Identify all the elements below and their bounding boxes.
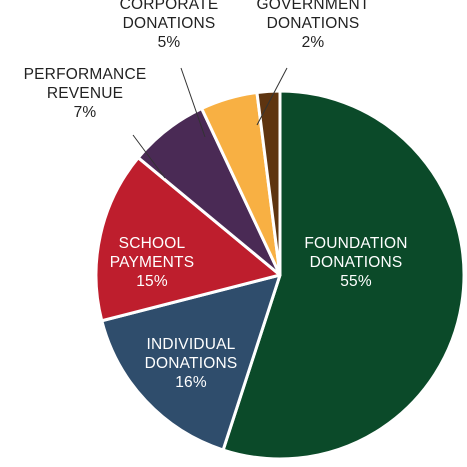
slice-percent-corporate-donations: 5% xyxy=(158,34,181,51)
slice-labels: FOUNDATION DONATIONS 55% INDIVIDUAL DONATION… xyxy=(24,0,408,391)
leader-line-corporate-donations xyxy=(180,67,206,138)
slice-label-foundation-donations: DONATIONS xyxy=(310,254,403,271)
slice-label-performance-revenue: PERFORMANCE xyxy=(24,66,147,83)
slice-label-foundation-donations: FOUNDATION xyxy=(304,235,407,252)
pie-slice-individual-donations xyxy=(100,273,282,452)
slice-percent-foundation-donations: 55% xyxy=(340,273,372,290)
slice-label-corporate-donations: DONATIONS xyxy=(123,15,216,32)
pie-slice-foundation-donations xyxy=(221,89,466,461)
pie-slice-government-donations xyxy=(255,89,282,277)
slice-label-performance-revenue: REVENUE xyxy=(47,85,123,102)
slice-label-individual-donations: DONATIONS xyxy=(145,355,238,372)
slice-percent-school-payments: 15% xyxy=(136,273,168,290)
leader-line-government-donations xyxy=(256,67,288,126)
slice-label-corporate-donations: CORPORATE xyxy=(120,0,219,13)
leader-line-performance-revenue xyxy=(132,134,166,179)
slice-label-government-donations: GOVERNMENT xyxy=(256,0,369,13)
pie-slices xyxy=(94,89,466,461)
pie-slice-school-payments xyxy=(94,156,282,323)
slice-label-individual-donations: INDIVIDUAL xyxy=(147,336,236,353)
slice-percent-performance-revenue: 7% xyxy=(74,104,97,121)
leader-lines xyxy=(132,67,288,179)
slice-label-school-payments: SCHOOL xyxy=(119,235,186,252)
slice-label-school-payments: PAYMENTS xyxy=(110,254,195,271)
slice-percent-government-donations: 2% xyxy=(302,34,325,51)
slice-label-government-donations: DONATIONS xyxy=(267,15,360,32)
slice-percent-individual-donations: 16% xyxy=(175,374,207,391)
